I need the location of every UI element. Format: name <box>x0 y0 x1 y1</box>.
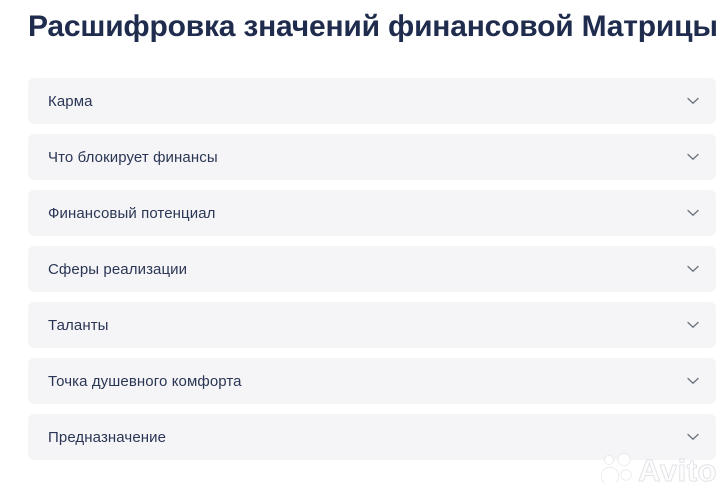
accordion-item-destiny[interactable]: Предназначение <box>28 414 716 460</box>
accordion-item-realization-spheres[interactable]: Сферы реализации <box>28 246 716 292</box>
chevron-down-icon[interactable] <box>686 374 700 388</box>
chevron-down-icon[interactable] <box>686 150 700 164</box>
accordion-item-label: Таланты <box>48 316 109 334</box>
accordion-item-label: Предназначение <box>48 428 167 446</box>
chevron-down-icon[interactable] <box>686 318 700 332</box>
accordion-item-label: Сферы реализации <box>48 260 188 278</box>
chevron-down-icon[interactable] <box>686 430 700 444</box>
accordion-list: Карма Что блокирует финансы Финансовый п… <box>28 78 716 460</box>
accordion-item-label: Точка душевного комфорта <box>48 372 242 390</box>
chevron-down-icon[interactable] <box>686 262 700 276</box>
chevron-down-icon[interactable] <box>686 206 700 220</box>
accordion-item-comfort-point[interactable]: Точка душевного комфорта <box>28 358 716 404</box>
accordion-item-talents[interactable]: Таланты <box>28 302 716 348</box>
accordion-item-finance-blockers[interactable]: Что блокирует финансы <box>28 134 716 180</box>
accordion-item-financial-potential[interactable]: Финансовый потенциал <box>28 190 716 236</box>
accordion-item-karma[interactable]: Карма <box>28 78 716 124</box>
accordion-item-label: Что блокирует финансы <box>48 148 218 166</box>
chevron-down-icon[interactable] <box>686 94 700 108</box>
accordion-item-label: Финансовый потенциал <box>48 204 216 222</box>
accordion-item-label: Карма <box>48 92 93 110</box>
page-title: Расшифровка значений финансовой Матрицы <box>28 10 718 43</box>
